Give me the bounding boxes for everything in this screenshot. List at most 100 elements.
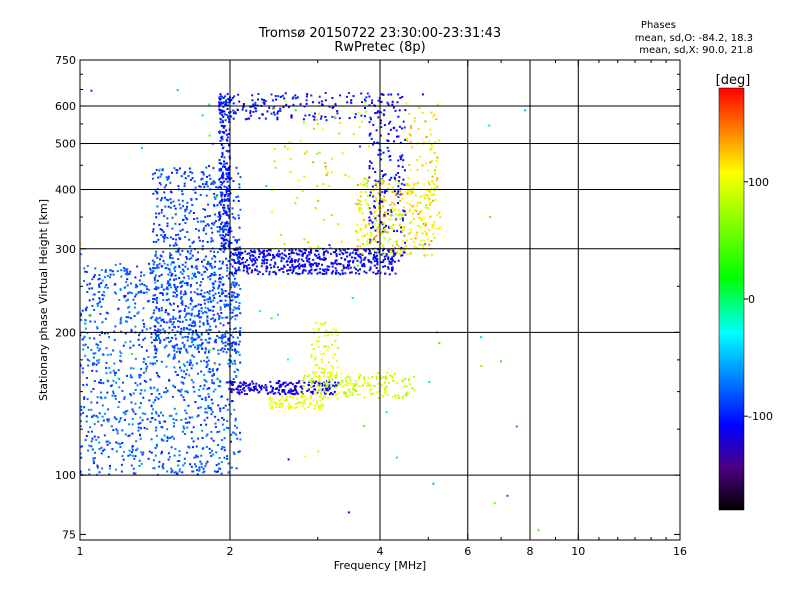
data-point xyxy=(391,244,394,247)
data-point xyxy=(432,482,435,485)
data-point xyxy=(165,198,168,201)
data-point xyxy=(221,262,224,265)
data-point xyxy=(140,271,143,274)
data-point xyxy=(173,385,175,388)
data-point xyxy=(370,161,373,164)
data-point xyxy=(205,180,208,183)
data-point xyxy=(200,307,203,310)
data-point xyxy=(187,445,190,448)
data-point xyxy=(175,295,178,298)
data-point xyxy=(227,231,230,234)
data-point xyxy=(203,373,206,376)
data-point xyxy=(155,316,158,319)
data-point xyxy=(127,306,130,309)
data-point xyxy=(201,295,204,298)
data-point xyxy=(177,199,180,202)
data-point xyxy=(409,203,412,206)
data-point xyxy=(217,385,220,387)
data-point xyxy=(165,321,168,324)
data-point xyxy=(232,309,235,311)
data-point xyxy=(95,414,98,417)
data-point xyxy=(335,329,338,332)
data-point xyxy=(177,464,180,467)
data-point xyxy=(276,313,279,316)
data-point xyxy=(80,405,83,408)
data-point xyxy=(218,457,221,459)
data-point xyxy=(166,178,169,181)
data-point xyxy=(303,400,306,403)
data-point xyxy=(278,255,281,258)
data-point xyxy=(227,132,230,135)
data-point xyxy=(218,295,221,298)
data-point xyxy=(183,427,186,430)
data-point xyxy=(206,321,209,324)
data-point xyxy=(370,189,373,192)
data-point xyxy=(208,262,211,265)
data-point xyxy=(106,286,109,289)
data-point xyxy=(301,401,303,404)
data-point xyxy=(288,255,291,258)
data-point xyxy=(214,388,217,391)
data-point xyxy=(334,251,337,254)
data-point xyxy=(379,134,382,137)
data-point xyxy=(80,420,82,423)
data-point xyxy=(363,425,366,428)
data-point xyxy=(256,388,259,391)
data-point xyxy=(323,370,326,373)
data-point xyxy=(96,344,99,346)
data-point xyxy=(172,325,175,328)
data-point xyxy=(122,344,125,347)
data-point xyxy=(98,381,101,384)
data-point xyxy=(402,227,405,230)
data-point xyxy=(358,272,361,275)
data-point xyxy=(130,367,133,370)
data-point xyxy=(224,341,227,344)
data-point xyxy=(228,111,230,114)
data-point xyxy=(382,151,385,154)
data-point xyxy=(154,429,157,432)
data-point xyxy=(208,309,211,312)
data-point xyxy=(387,381,390,384)
data-point xyxy=(366,240,369,243)
data-point xyxy=(186,327,189,330)
data-point xyxy=(434,141,437,143)
data-point xyxy=(306,389,309,392)
data-point xyxy=(191,339,194,342)
data-point xyxy=(399,191,402,194)
data-point xyxy=(307,272,310,275)
data-point xyxy=(252,254,255,257)
data-point xyxy=(212,167,215,170)
data-point xyxy=(96,396,99,399)
data-point xyxy=(154,332,157,335)
data-point xyxy=(204,407,207,410)
data-point xyxy=(323,256,326,259)
data-point xyxy=(155,168,158,171)
data-point xyxy=(220,194,223,197)
data-point xyxy=(219,234,222,237)
data-point xyxy=(232,259,235,262)
data-point xyxy=(155,411,157,413)
data-point xyxy=(124,418,126,421)
data-point xyxy=(202,220,205,223)
data-point xyxy=(125,281,128,284)
data-point xyxy=(295,385,298,388)
data-point xyxy=(274,392,277,395)
data-point xyxy=(120,352,123,355)
data-point xyxy=(404,190,407,193)
data-point xyxy=(271,388,274,391)
data-point xyxy=(373,236,376,239)
data-point xyxy=(216,230,219,233)
data-point xyxy=(226,408,229,411)
data-point xyxy=(92,276,95,278)
data-point xyxy=(366,195,369,198)
data-point xyxy=(160,452,163,455)
data-point xyxy=(394,246,396,249)
data-point xyxy=(314,404,316,407)
data-point xyxy=(153,356,156,359)
data-point xyxy=(191,416,194,419)
data-point xyxy=(101,321,104,324)
data-point xyxy=(273,265,276,268)
data-point xyxy=(238,293,240,296)
data-point xyxy=(132,392,135,395)
data-point xyxy=(218,101,220,104)
